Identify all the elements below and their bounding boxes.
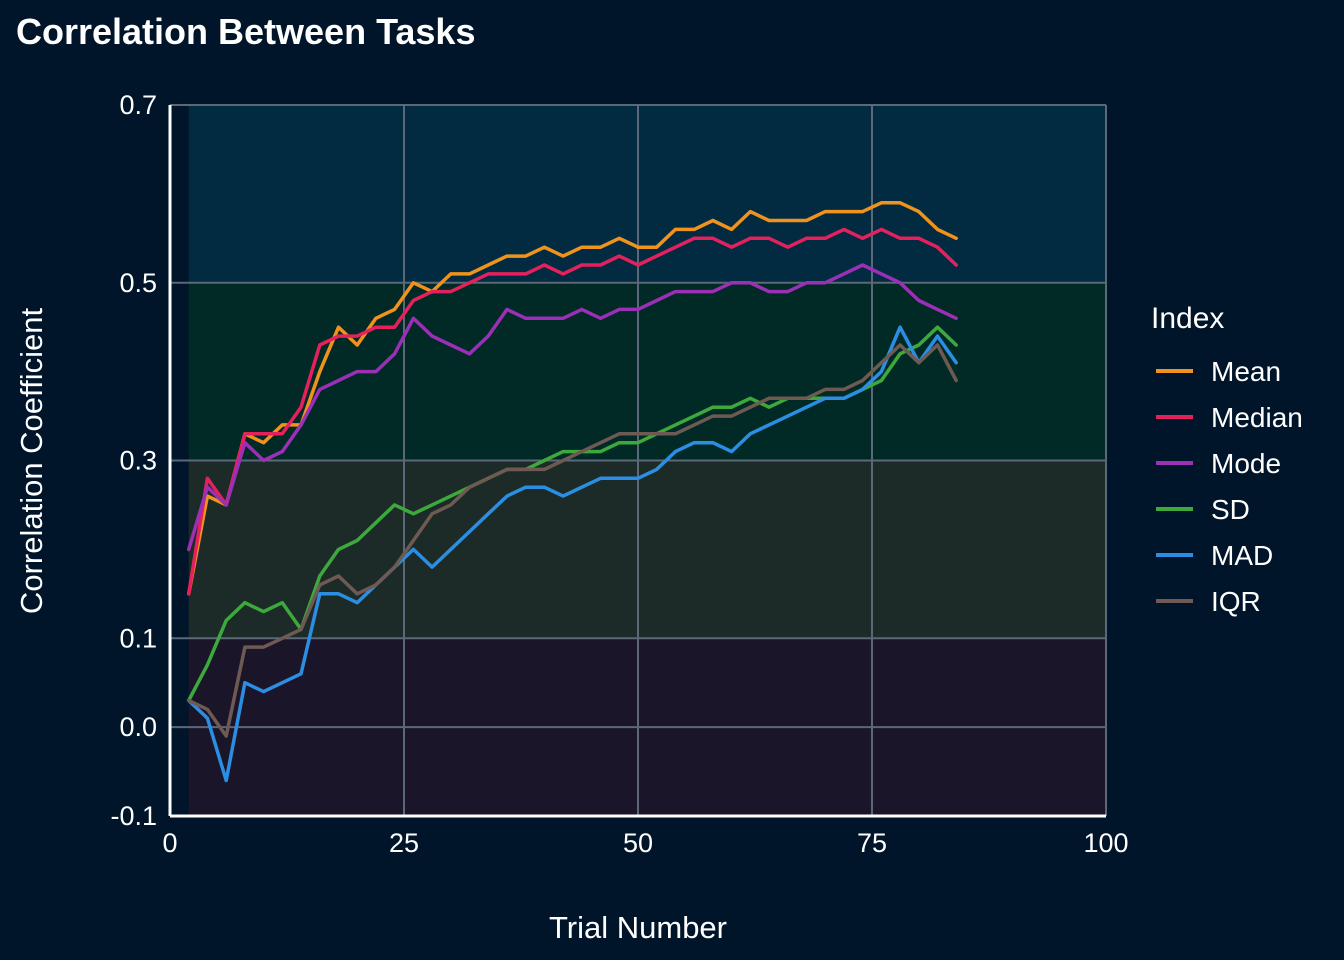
- y-tick-labels: -0.1 0.0 0.1 0.3 0.5 0.7: [110, 90, 157, 831]
- x-tick-labels: 0 25 50 75 100: [162, 828, 1128, 858]
- series-line-mode: [186, 263, 958, 552]
- y-tick-label: 0.3: [119, 446, 157, 476]
- background-band: [188, 105, 1107, 283]
- x-tick-label: 50: [623, 828, 653, 858]
- series-line-median: [186, 227, 958, 596]
- legend-label-iqr: IQR: [1211, 586, 1261, 617]
- x-tick-label: 75: [857, 828, 887, 858]
- chart-title: Correlation Between Tasks: [16, 11, 475, 52]
- legend-label-sd: SD: [1211, 494, 1250, 525]
- series-lines: [186, 201, 958, 783]
- x-tick-label: 25: [389, 828, 419, 858]
- y-axis-title: Correlation Coefficient: [14, 308, 49, 615]
- legend: Index Mean Median Mode SD MAD IQR: [1151, 302, 1303, 617]
- legend-label-mad: MAD: [1211, 540, 1273, 571]
- legend-label-mean: Mean: [1211, 356, 1281, 387]
- x-axis-title: Trial Number: [549, 910, 727, 945]
- y-tick-label: -0.1: [110, 801, 157, 831]
- legend-title: Index: [1151, 302, 1224, 335]
- axes: [168, 105, 1106, 818]
- x-tick-label: 0: [162, 828, 177, 858]
- series-line-iqr: [186, 343, 958, 738]
- y-tick-label: 0.7: [119, 90, 157, 120]
- y-tick-label: 0.0: [119, 712, 157, 742]
- series-line-mean: [186, 201, 958, 596]
- legend-label-mode: Mode: [1211, 448, 1281, 479]
- y-tick-label: 0.5: [119, 268, 157, 298]
- y-tick-label: 0.1: [119, 623, 157, 653]
- x-tick-label: 100: [1083, 828, 1128, 858]
- series-line-mad: [186, 325, 958, 783]
- legend-label-median: Median: [1211, 402, 1303, 433]
- background-band: [188, 460, 1107, 639]
